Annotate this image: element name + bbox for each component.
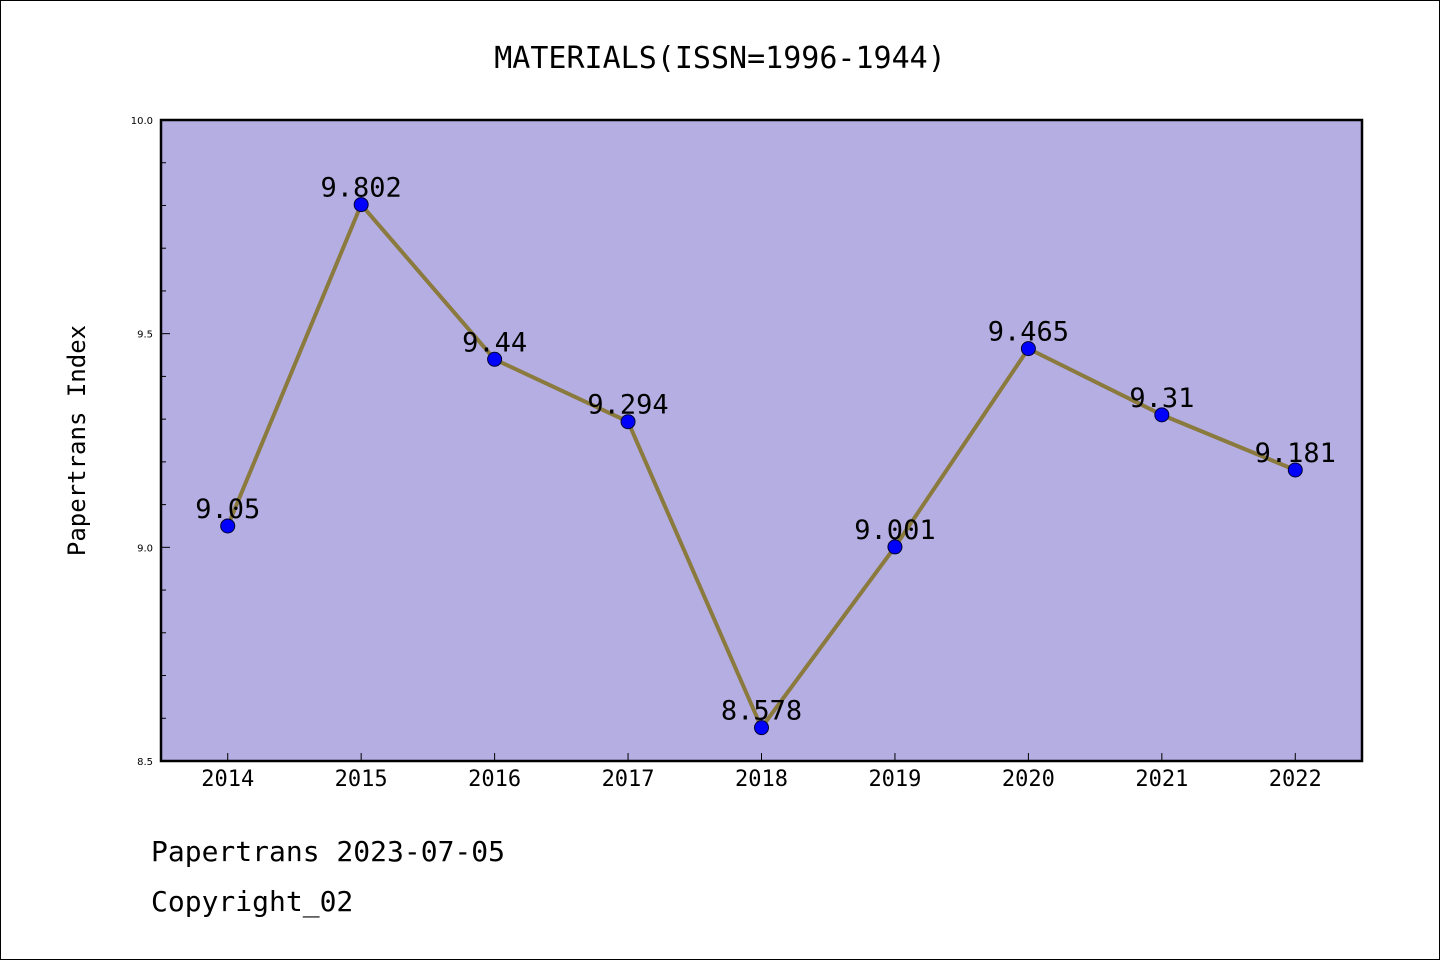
y-tick-label: 8.5 [137,757,153,768]
x-tick-label: 2014 [201,767,254,792]
data-label: 9.802 [321,173,402,204]
x-tick-label: 2020 [1002,767,1055,792]
data-point [620,414,636,430]
data-point [1287,462,1303,478]
y-tick-label: 9.0 [137,543,153,554]
footer-date: Papertrans 2023-07-05 [151,835,506,868]
data-point [487,351,503,367]
data-label: 9.44 [462,327,527,358]
data-label: 9.465 [988,317,1069,348]
data-point [1020,341,1036,357]
data-point [887,539,903,555]
x-tick-label: 2021 [1135,767,1188,792]
x-tick-label: 2015 [335,767,388,792]
x-tick-label: 2017 [602,767,655,792]
y-axis-label: Papertrans Index [63,325,91,556]
plot-border [159,118,1364,763]
data-label: 8.578 [721,696,802,727]
data-label: 9.294 [587,390,668,421]
footer-copyright: Copyright_02 [151,885,354,918]
data-point [353,197,369,213]
y-tick-label: 9.5 [137,330,153,341]
chart-title: MATERIALS(ISSN=1996-1944) [494,41,946,76]
y-tick-label: 10.0 [131,116,153,127]
x-tick-label: 2018 [735,767,788,792]
plot-area [161,120,1362,761]
x-tick-label: 2016 [468,767,521,792]
data-point [1154,407,1170,423]
data-label: 9.181 [1255,438,1336,469]
data-label: 9.05 [195,494,260,525]
data-label: 9.31 [1129,383,1194,414]
x-tick-label: 2022 [1269,767,1322,792]
data-label: 9.001 [854,515,935,546]
x-tick-label: 2019 [868,767,921,792]
data-point [754,720,769,736]
data-point [220,518,236,534]
